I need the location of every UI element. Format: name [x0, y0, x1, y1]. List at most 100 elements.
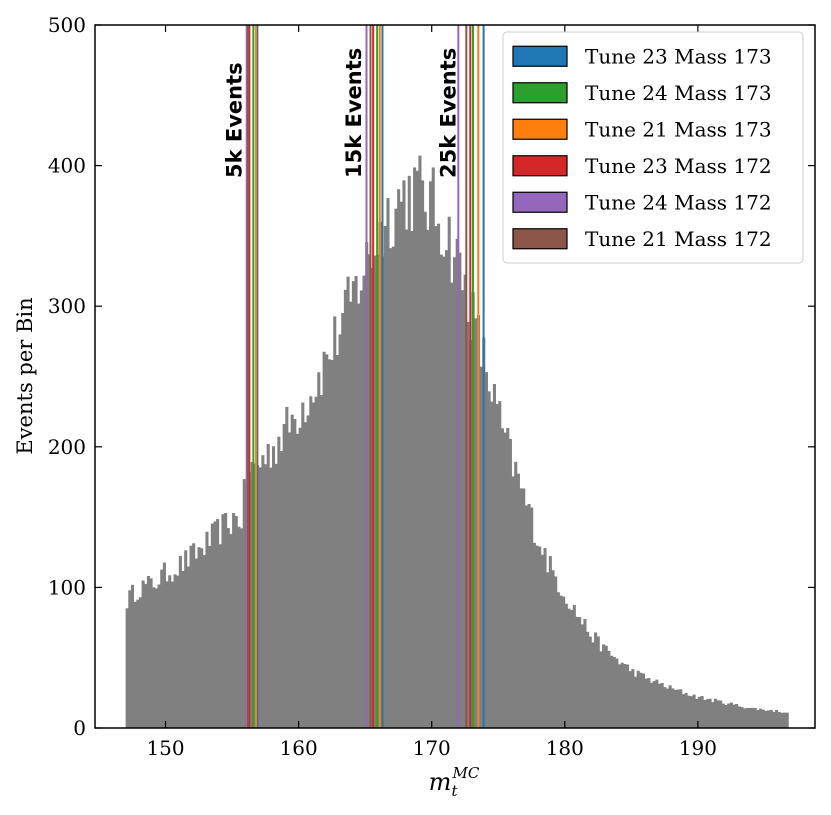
- histogram-bar: [578, 617, 582, 728]
- histogram-bar: [181, 571, 185, 728]
- y-axis-ticks: 0 100 200 300 400 500: [48, 13, 815, 740]
- histogram-bar: [394, 208, 398, 729]
- histogram-bar: [357, 303, 361, 728]
- y-axis-label: Events per Bin: [13, 297, 37, 454]
- histogram-bar: [319, 395, 323, 728]
- histogram-bar: [543, 548, 547, 728]
- histogram-bar: [503, 432, 507, 728]
- annotation-label: 25k Events: [437, 48, 461, 178]
- histogram-bar: [474, 318, 478, 728]
- histogram-bar: [556, 592, 560, 728]
- histogram-bar: [729, 702, 733, 728]
- histogram-bar: [615, 658, 619, 728]
- histogram-bar: [128, 590, 132, 728]
- histogram-bar: [282, 424, 286, 728]
- histogram-bar: [447, 216, 451, 728]
- histogram-bar: [279, 451, 284, 728]
- histogram-bar: [551, 570, 555, 728]
- histogram-bar: [232, 513, 236, 728]
- histogram-bar: [668, 685, 672, 728]
- histogram-bar: [327, 359, 331, 728]
- histogram-bar: [548, 556, 552, 728]
- x-axis-label-sub: t: [451, 782, 458, 800]
- histogram-bar: [370, 267, 374, 728]
- histogram-bar: [700, 696, 704, 728]
- histogram-bar: [644, 678, 648, 728]
- legend-swatch: [512, 155, 568, 177]
- histogram-bar: [665, 688, 669, 728]
- histogram-bar: [277, 436, 281, 728]
- histogram-bar: [508, 438, 512, 728]
- histogram-bar: [415, 170, 419, 728]
- histogram-bar: [492, 383, 496, 728]
- histogram-bar: [679, 689, 683, 728]
- histogram-bar: [274, 463, 278, 728]
- histogram-bar: [610, 655, 614, 728]
- histogram-bar: [756, 710, 760, 728]
- histogram-bar: [210, 523, 214, 728]
- histogram-bar: [724, 704, 728, 728]
- histogram-bar: [421, 180, 425, 728]
- legend-box: [502, 31, 804, 264]
- histogram-bar: [437, 223, 441, 729]
- histogram-bar: [591, 642, 595, 728]
- histogram-bar: [516, 473, 520, 728]
- histogram-bar: [535, 545, 539, 728]
- histogram-bar: [333, 316, 337, 728]
- histogram-bar: [402, 180, 406, 728]
- histogram-bar: [359, 290, 363, 728]
- histogram-bar: [405, 229, 409, 729]
- histogram-bar: [303, 422, 308, 728]
- histogram-bar: [737, 706, 741, 728]
- histogram-bar: [607, 650, 611, 728]
- histogram-bar: [663, 687, 667, 728]
- histogram-bar: [341, 313, 345, 728]
- histogram-bar: [562, 596, 566, 728]
- histogram-bar: [460, 290, 465, 728]
- histogram-bar: [745, 707, 749, 728]
- histogram-bar: [184, 550, 188, 728]
- histogram-bar: [346, 276, 350, 728]
- histogram-bar: [354, 276, 358, 728]
- histogram-bar: [761, 709, 765, 728]
- histogram-bar: [224, 512, 228, 728]
- histogram-bar: [178, 555, 182, 728]
- histogram-bar: [426, 229, 430, 729]
- histogram-bar: [514, 461, 518, 728]
- histogram-bar: [287, 432, 292, 728]
- histogram-bar: [751, 707, 755, 728]
- histogram-bar: [636, 670, 640, 728]
- histogram-bar: [511, 476, 515, 728]
- histogram-bar: [466, 321, 470, 728]
- y-tick-label: 200: [48, 435, 86, 459]
- histogram-bar: [295, 433, 300, 728]
- histogram-bar: [293, 419, 297, 728]
- histogram-bar: [599, 651, 603, 728]
- histogram-bar: [767, 710, 771, 728]
- histogram-bar: [317, 372, 321, 728]
- histogram-bar: [567, 608, 571, 728]
- histogram-bar: [351, 281, 355, 728]
- histogram-bar: [130, 584, 134, 728]
- histogram-bar: [309, 396, 313, 728]
- x-tick-label: 190: [679, 736, 717, 760]
- histogram-bar: [711, 702, 715, 728]
- histogram-bar: [442, 256, 446, 728]
- histogram-bar: [783, 712, 787, 728]
- annotation-label: 5k Events: [222, 62, 246, 178]
- histogram-bar: [620, 662, 624, 728]
- histogram-bar: [498, 401, 502, 728]
- histogram-bar: [189, 545, 193, 728]
- histogram-bar: [229, 534, 233, 728]
- legend-entry: Tune 24 Mass 173: [585, 81, 772, 105]
- histogram-bar: [218, 544, 222, 728]
- histogram-bar: [727, 703, 731, 728]
- histogram-bar: [237, 526, 241, 728]
- histogram-bar: [655, 679, 659, 728]
- y-tick-label: 0: [73, 716, 86, 740]
- histogram-bar: [439, 254, 443, 729]
- histogram-bar: [735, 703, 739, 728]
- histogram-bar: [338, 334, 342, 728]
- legend-swatch: [512, 191, 568, 213]
